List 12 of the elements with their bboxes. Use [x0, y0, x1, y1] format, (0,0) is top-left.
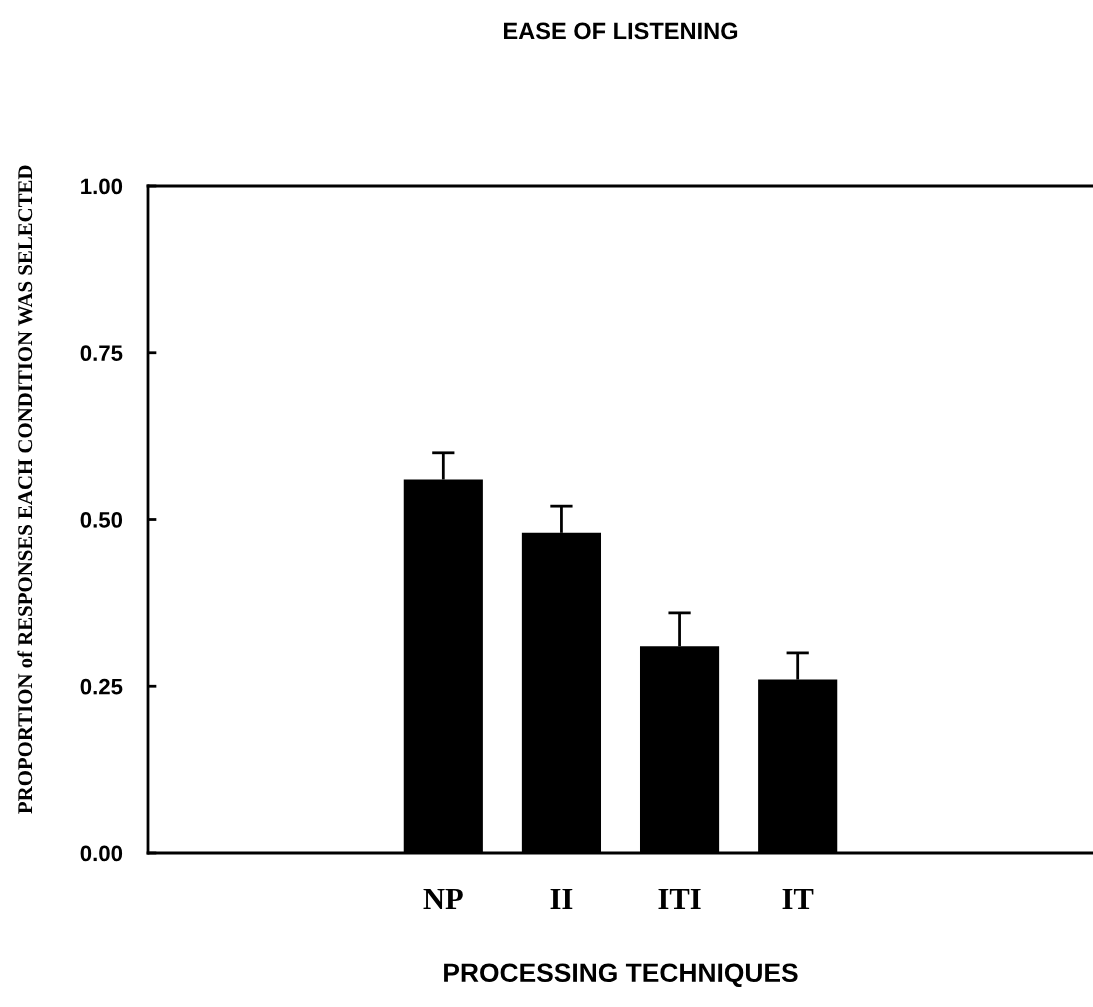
x-tick-label: ITI: [658, 888, 701, 909]
y-tick-label: 0.00: [80, 845, 123, 862]
x-axis-title: PROCESSING TECHNIQUES: [444, 963, 798, 988]
chart-title: EASE OF LISTENING: [504, 22, 738, 40]
y-tick-label: 0.25: [80, 678, 123, 695]
y-tick-label: 0.75: [80, 345, 123, 362]
x-tick-label: IT: [782, 888, 814, 909]
y-tick-label: 1.00: [81, 178, 123, 195]
y-tick-label: 0.50: [80, 512, 123, 528]
y-axis-title: PROPORTION of RESPONSES EACH CONDITION WAS SELECTED: [17, 165, 33, 814]
x-tick-label: NP: [423, 888, 463, 909]
x-tick-label: II: [550, 888, 573, 909]
